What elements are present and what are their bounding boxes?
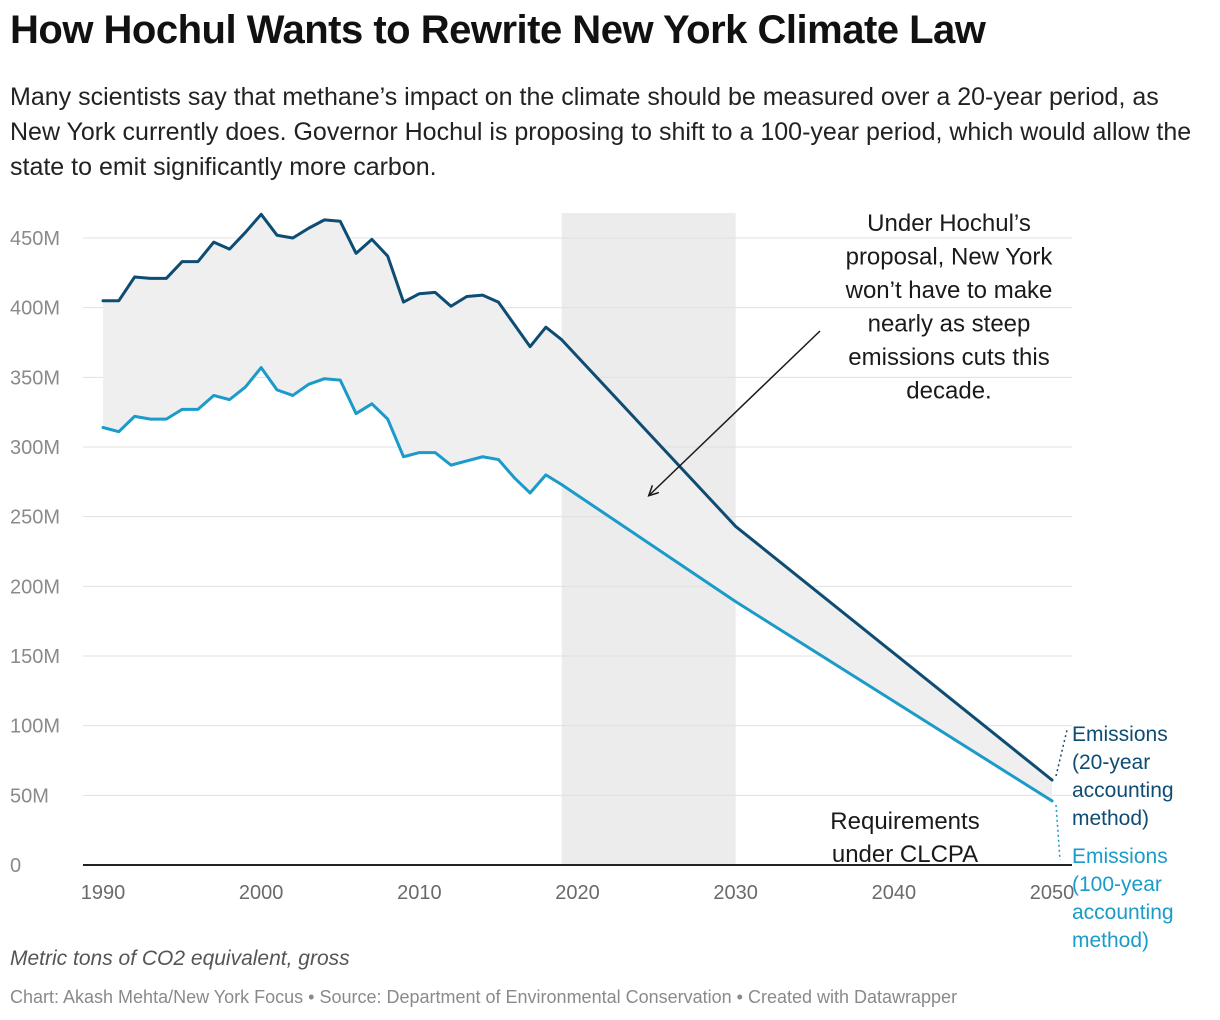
- annotations: Under Hochul’s proposal, New York won’t ha…: [649, 210, 1054, 868]
- annotation-arrow: [649, 330, 821, 496]
- series-line-20-year: [101, 212, 1054, 782]
- x-tick-label: 2000: [239, 882, 284, 904]
- y-tick-label: 100M: [10, 716, 60, 738]
- x-tick-label: 1990: [81, 882, 126, 904]
- x-tick-label: 2010: [397, 882, 442, 904]
- series-label-100-year: accounting: [1072, 901, 1174, 924]
- annotation-hochul-line: won’t have to make: [845, 277, 1053, 304]
- y-tick-label: 250M: [10, 507, 60, 529]
- chart-title: How Hochul Wants to Rewrite New York Cli…: [10, 8, 986, 52]
- y-tick-label: 50M: [10, 785, 49, 807]
- y-tick-label: 200M: [10, 576, 60, 598]
- x-tick-label: 2050: [1030, 882, 1075, 904]
- y-axis-ticks: 0 50M 100M 150M 200M 250M 300M 350M 400M 450M: [10, 228, 60, 877]
- annotation-hochul-line: emissions cuts this: [848, 344, 1049, 371]
- difference-area: [103, 214, 1052, 801]
- annotation-hochul-line: decade.: [906, 378, 991, 405]
- y-tick-label: 350M: [10, 367, 60, 389]
- series-lines: [101, 212, 1054, 803]
- series-line-100-year: [101, 366, 1054, 803]
- annotation-clcpa-line: under CLCPA: [832, 841, 978, 868]
- series-label-20-year: Emissions: [1072, 723, 1168, 746]
- y-tick-label: 400M: [10, 298, 60, 320]
- x-tick-label: 2030: [713, 882, 758, 904]
- series-label-20-year: (20-year: [1072, 751, 1150, 774]
- source-credit: Chart: Akash Mehta/New York Focus • Sour…: [10, 987, 958, 1007]
- x-tick-label: 2020: [555, 882, 600, 904]
- y-tick-label: 300M: [10, 437, 60, 459]
- series-label-100-year: (100-year: [1072, 873, 1162, 896]
- series-labels: Emissions (20-year accounting method) Emissi…: [1055, 723, 1174, 952]
- label-leader-20-year: [1055, 729, 1068, 777]
- annotation-clcpa-line: Requirements: [830, 808, 979, 835]
- x-tick-label: 2040: [872, 882, 917, 904]
- annotation-hochul-line: nearly as steep: [868, 311, 1031, 338]
- units-note: Metric tons of CO2 equivalent, gross: [10, 947, 350, 970]
- series-label-20-year: accounting: [1072, 779, 1174, 802]
- series-label-100-year: method): [1072, 929, 1149, 952]
- x-axis-ticks: 1990 2000 2010 2020 2030 2040 2050: [81, 882, 1075, 904]
- y-tick-label: 0: [10, 855, 21, 877]
- series-label-100-year: Emissions: [1072, 845, 1168, 868]
- series-label-20-year: method): [1072, 807, 1149, 830]
- chart-subtitle: Many scientists say that methane’s impac…: [10, 83, 1192, 181]
- annotation-hochul-line: Under Hochul’s: [867, 210, 1031, 237]
- y-tick-label: 150M: [10, 646, 60, 668]
- label-leader-100-year: [1055, 804, 1061, 861]
- y-tick-label: 450M: [10, 228, 60, 250]
- annotation-hochul-line: proposal, New York: [846, 244, 1054, 271]
